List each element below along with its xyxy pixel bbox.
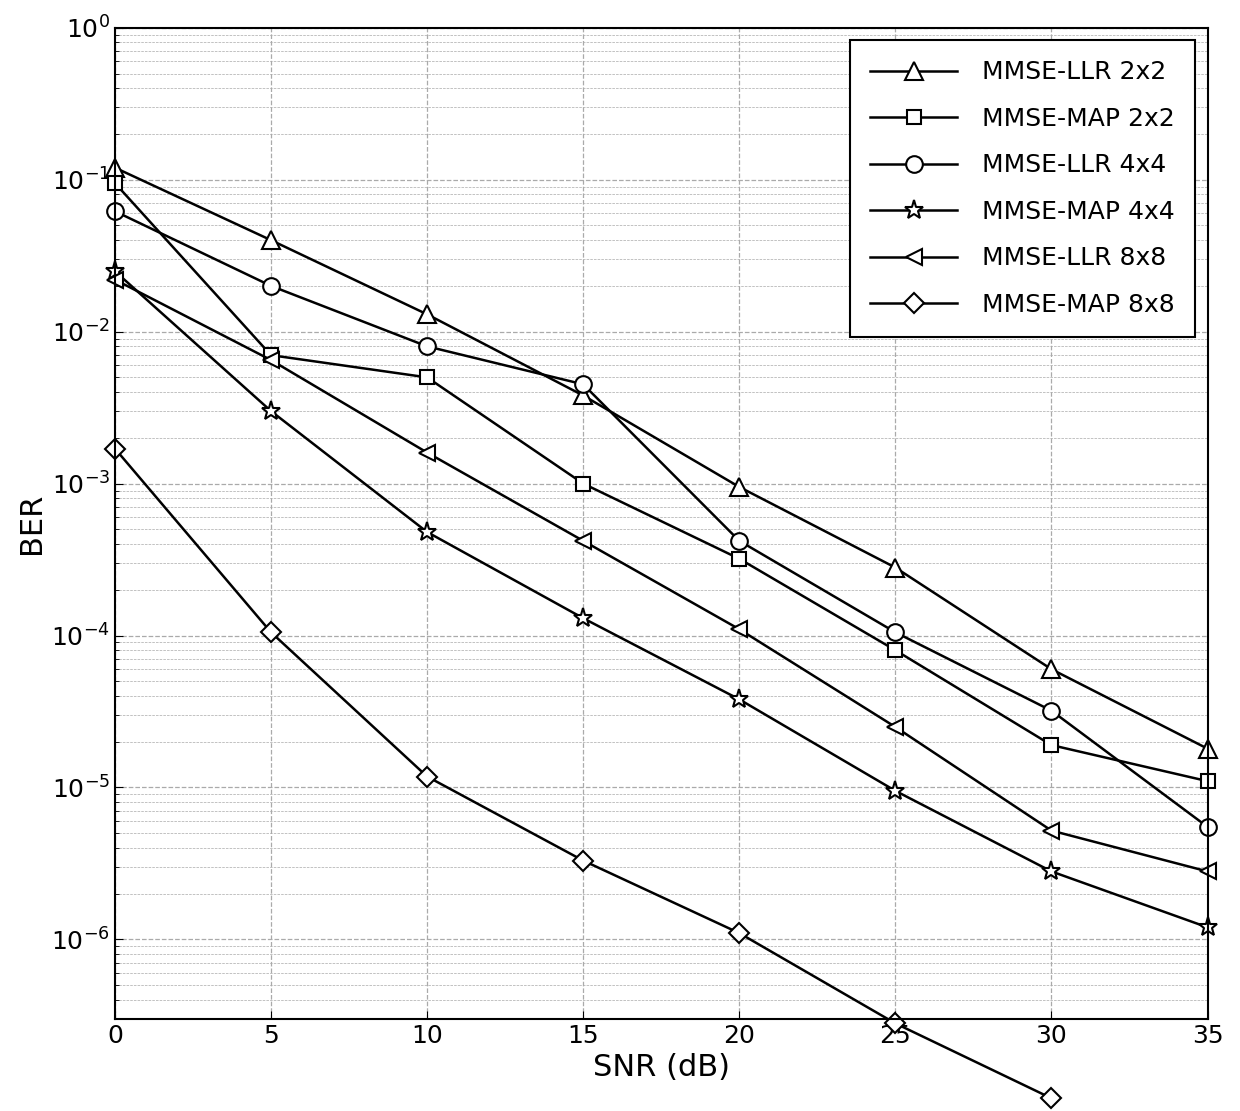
MMSE-LLR 4x4 [1200, 820, 1215, 833]
Line: MMSE-MAP 4x4: MMSE-MAP 4x4 [105, 261, 1218, 937]
MMSE-MAP 8x8 [1044, 1092, 1059, 1105]
MMSE-LLR 4x4 [575, 378, 590, 391]
MMSE-MAP 2x2 [732, 552, 746, 565]
MMSE-MAP 2x2 [575, 477, 590, 490]
Line: MMSE-MAP 2x2: MMSE-MAP 2x2 [108, 177, 1214, 788]
MMSE-MAP 4x4 [732, 692, 746, 705]
MMSE-LLR 8x8 [1044, 824, 1059, 838]
MMSE-MAP 8x8 [732, 927, 746, 940]
MMSE-LLR 8x8 [108, 273, 123, 287]
MMSE-MAP 8x8 [575, 854, 590, 868]
MMSE-LLR 2x2 [1200, 742, 1215, 755]
Line: MMSE-LLR 2x2: MMSE-LLR 2x2 [105, 159, 1216, 758]
MMSE-LLR 4x4 [1044, 704, 1059, 718]
MMSE-MAP 4x4 [419, 526, 434, 539]
MMSE-MAP 2x2 [264, 349, 279, 362]
MMSE-LLR 2x2 [264, 233, 279, 247]
MMSE-LLR 2x2 [888, 561, 903, 574]
MMSE-LLR 4x4 [264, 279, 279, 292]
MMSE-MAP 2x2 [1044, 739, 1059, 752]
MMSE-MAP 2x2 [1200, 774, 1215, 788]
MMSE-MAP 8x8 [108, 442, 123, 456]
MMSE-MAP 2x2 [108, 177, 123, 190]
MMSE-LLR 8x8 [575, 534, 590, 548]
MMSE-MAP 4x4 [1044, 864, 1059, 878]
MMSE-MAP 2x2 [419, 371, 434, 384]
MMSE-LLR 8x8 [419, 446, 434, 459]
MMSE-MAP 4x4 [108, 264, 123, 278]
MMSE-MAP 8x8 [264, 625, 279, 639]
MMSE-LLR 4x4 [108, 204, 123, 218]
MMSE-LLR 2x2 [732, 480, 746, 493]
MMSE-MAP 4x4 [575, 611, 590, 624]
Legend: MMSE-LLR 2x2, MMSE-MAP 2x2, MMSE-LLR 4x4, MMSE-MAP 4x4, MMSE-LLR 8x8, MMSE-MAP 8: MMSE-LLR 2x2, MMSE-MAP 2x2, MMSE-LLR 4x4… [849, 40, 1195, 337]
MMSE-LLR 2x2 [108, 161, 123, 174]
MMSE-LLR 4x4 [888, 625, 903, 639]
Y-axis label: BER: BER [16, 492, 46, 554]
MMSE-MAP 4x4 [1200, 921, 1215, 934]
MMSE-LLR 2x2 [419, 308, 434, 321]
X-axis label: SNR (dB): SNR (dB) [593, 1053, 729, 1082]
MMSE-MAP 4x4 [264, 404, 279, 418]
MMSE-LLR 2x2 [1044, 662, 1059, 675]
MMSE-LLR 8x8 [888, 720, 903, 733]
Line: MMSE-LLR 8x8: MMSE-LLR 8x8 [107, 271, 1216, 880]
MMSE-MAP 8x8 [419, 770, 434, 783]
MMSE-MAP 4x4 [888, 784, 903, 798]
Line: MMSE-LLR 4x4: MMSE-LLR 4x4 [107, 203, 1216, 835]
MMSE-LLR 8x8 [264, 353, 279, 367]
MMSE-MAP 2x2 [888, 643, 903, 657]
Line: MMSE-MAP 8x8: MMSE-MAP 8x8 [108, 441, 1059, 1105]
MMSE-LLR 4x4 [732, 534, 746, 548]
MMSE-LLR 2x2 [575, 389, 590, 402]
MMSE-LLR 4x4 [419, 340, 434, 353]
MMSE-MAP 8x8 [888, 1017, 903, 1030]
MMSE-LLR 8x8 [732, 622, 746, 635]
MMSE-LLR 8x8 [1200, 864, 1215, 878]
